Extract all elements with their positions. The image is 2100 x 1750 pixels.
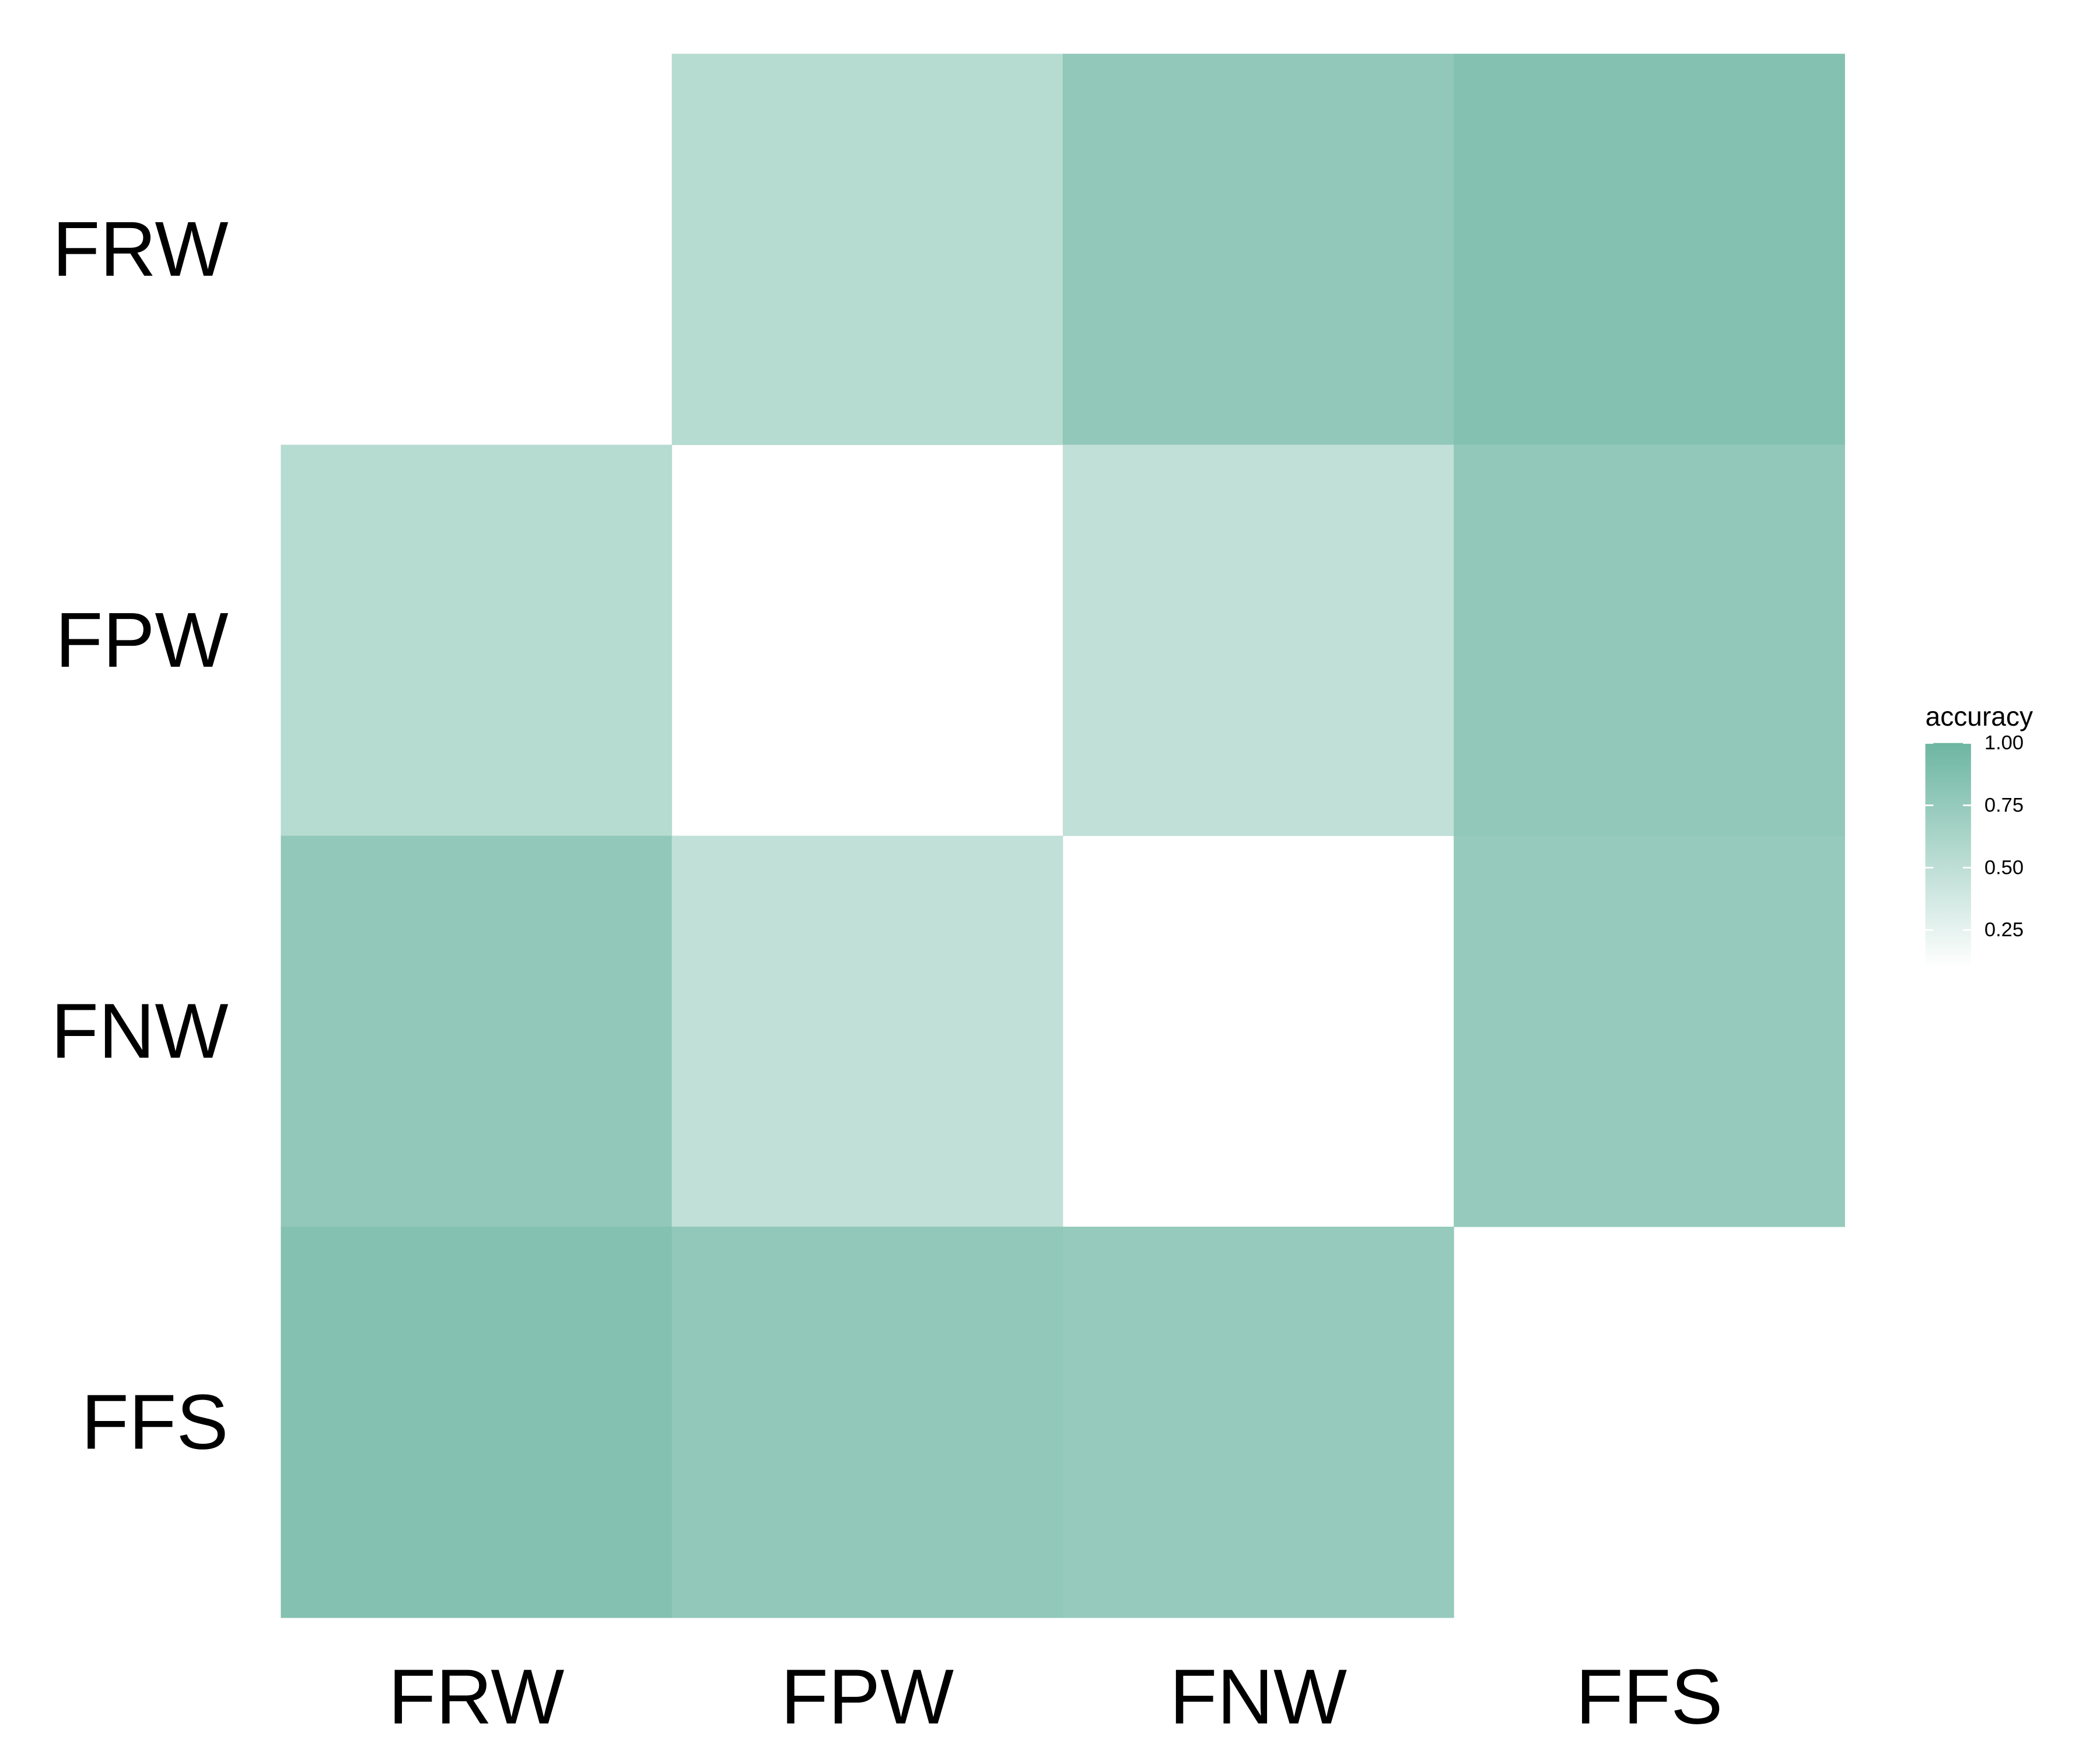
heatmap-cell-frw-fpw: [671, 54, 1063, 445]
legend-tick-label: 0.25: [1985, 919, 2024, 941]
heatmap-cell-fpw-ffs: [1454, 444, 1845, 836]
heatmap-cell-ffs-fnw: [1062, 1226, 1454, 1618]
x-tick-label: FPW: [780, 1654, 954, 1741]
legend-ticks: 1.00 0.75 0.50 0.25: [1925, 732, 2024, 941]
y-tick-label: FPW: [55, 597, 229, 684]
legend: accuracy 1.00 0.75 0.50 0.25: [1925, 701, 2033, 968]
y-tick-label: FNW: [51, 988, 228, 1074]
x-tick-label: FFS: [1576, 1654, 1723, 1741]
heatmap-cell-ffs-frw: [281, 1226, 673, 1618]
heatmap-cell-fnw-ffs: [1454, 835, 1845, 1227]
legend-colorbar: [1925, 743, 1971, 968]
y-tick-label: FFS: [81, 1379, 228, 1466]
heatmap-cell-fpw-fnw: [1062, 444, 1454, 836]
heatmap-cell-frw-ffs: [1454, 54, 1845, 445]
x-tick-label: FNW: [1170, 1654, 1347, 1741]
heatmap-cell-fpw-frw: [281, 444, 673, 836]
heatmap-cell-frw-fnw: [1062, 54, 1454, 445]
heatmap-cell-ffs-fpw: [671, 1226, 1063, 1618]
heatmap-cell-fnw-frw: [281, 835, 673, 1227]
x-axis-labels: FRW FPW FNW FFS: [388, 1654, 1723, 1741]
legend-tick-label: 0.75: [1985, 794, 2024, 817]
legend-title: accuracy: [1926, 701, 2033, 732]
y-tick-label: FRW: [52, 206, 229, 293]
legend-tick-label: 1.00: [1985, 732, 2024, 754]
cells-layer: [281, 54, 1845, 1618]
y-axis-labels: FRW FPW FNW FFS: [51, 206, 228, 1466]
legend-tick-label: 0.50: [1985, 856, 2024, 878]
heatmap-cell-fnw-fpw: [671, 835, 1063, 1227]
x-tick-label: FRW: [388, 1654, 565, 1741]
